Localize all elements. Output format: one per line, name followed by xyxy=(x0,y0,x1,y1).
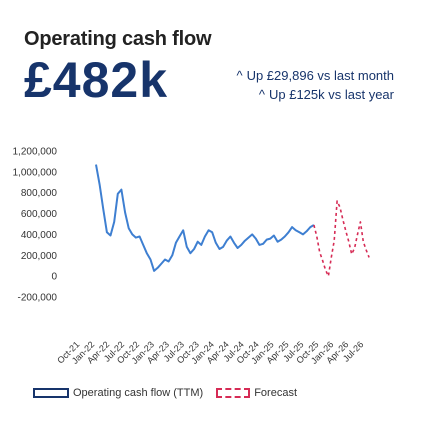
legend-label-forecast: Forecast xyxy=(254,387,297,399)
y-tick-label: 400,000 xyxy=(21,230,58,241)
x-axis: Oct-21Jan-22Apr-22Jul-22Oct-22Jan-23Apr-… xyxy=(55,339,365,366)
y-tick-label: 600,000 xyxy=(21,209,58,220)
y-tick-label: 1,000,000 xyxy=(13,167,58,178)
plot-lines xyxy=(95,164,370,277)
y-tick-label: 1,200,000 xyxy=(13,147,58,158)
y-axis: 1,200,000 1,000,000 800,000 600,000 400,000 2… xyxy=(13,147,58,304)
legend-item-forecast[interactable]: Forecast xyxy=(216,387,297,399)
y-tick-label: 800,000 xyxy=(21,188,58,199)
headline-value: £482k xyxy=(24,52,169,108)
delta-year-text: Up £125k vs last year xyxy=(268,87,394,102)
y-tick-label: 200,000 xyxy=(21,251,58,262)
legend-label-actual: Operating cash flow (TTM) xyxy=(73,387,204,399)
series-line-forecast xyxy=(313,200,370,277)
y-tick-label: 0 xyxy=(51,272,57,283)
up-arrow-icon: ^ xyxy=(236,68,243,83)
chart-title: Operating cash flow xyxy=(24,28,212,50)
delta-summary: ^ Up £29,896 vs last month ^ Up £125k vs l… xyxy=(236,66,394,104)
legend: Operating cash flow (TTM) Forecast xyxy=(33,387,310,399)
legend-swatch-forecast xyxy=(216,388,251,398)
legend-item-actual[interactable]: Operating cash flow (TTM) xyxy=(33,387,203,399)
delta-month-text: Up £29,896 vs last month xyxy=(246,68,394,83)
delta-vs-last-month: ^ Up £29,896 vs last month xyxy=(236,66,394,85)
legend-swatch-actual xyxy=(33,388,69,398)
delta-vs-last-year: ^ Up £125k vs last year xyxy=(236,85,394,104)
series-line-actual xyxy=(95,164,315,272)
up-arrow-icon: ^ xyxy=(258,87,265,102)
y-tick-label: -200,000 xyxy=(18,293,58,304)
